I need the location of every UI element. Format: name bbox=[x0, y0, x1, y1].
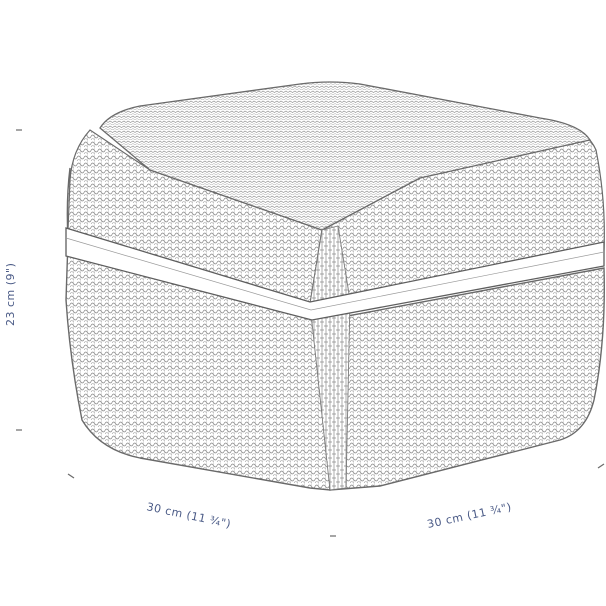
width-tick-right bbox=[597, 463, 605, 469]
basket-right-face bbox=[325, 267, 605, 491]
height-dimension-label: 23 cm (9") bbox=[4, 263, 17, 326]
width-left-dimension-label: 30 cm (11 ¾") bbox=[145, 500, 232, 531]
basket-left-face bbox=[65, 167, 331, 491]
width-tick-left bbox=[67, 473, 75, 479]
basket-top bbox=[99, 81, 592, 231]
basket-band bbox=[65, 227, 605, 321]
width-right-dimension-label: 30 cm (11 ¾") bbox=[426, 500, 513, 531]
